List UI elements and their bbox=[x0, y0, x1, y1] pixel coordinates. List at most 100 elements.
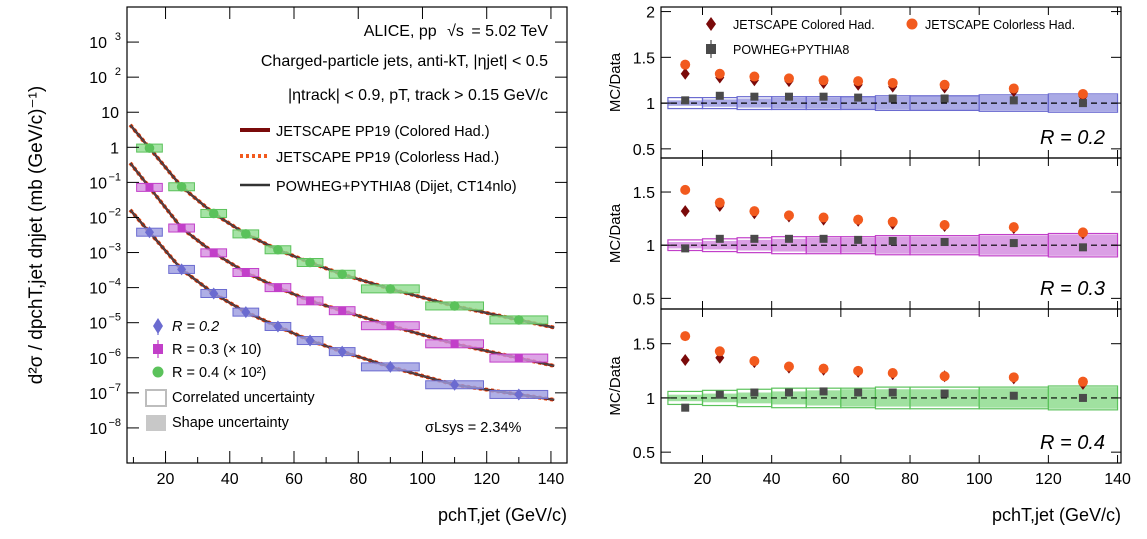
data-point-r03 bbox=[273, 283, 282, 292]
x-tick-label: 60 bbox=[285, 471, 303, 488]
ratio-x-label: pchT,jet (GeV/c) bbox=[992, 505, 1121, 525]
x-tick-label: 40 bbox=[221, 471, 239, 488]
ratio-x-tick-label: 120 bbox=[1035, 471, 1062, 488]
legend-label-correlated: Correlated uncertainty bbox=[172, 390, 315, 406]
ratio-point-powheg bbox=[819, 387, 828, 396]
ratio-y-tick-label: 1.5 bbox=[633, 337, 655, 354]
data-point-r03 bbox=[450, 339, 459, 348]
ratio-point-powheg bbox=[819, 92, 828, 101]
y-tick-label: 10 bbox=[89, 386, 107, 403]
legend-label-r03: R = 0.3 (× 10) bbox=[172, 342, 261, 358]
ratio-point-powheg bbox=[854, 388, 863, 397]
legend-marker-r04 bbox=[152, 366, 164, 378]
ratio-legend-marker-colorless bbox=[906, 18, 918, 30]
ratio-subplot-r04: 0.5 1 1.5 MC/Data R = 0.4 bbox=[607, 308, 1122, 464]
ratio-point-powheg bbox=[750, 92, 759, 101]
sigma-sys-text: σLsys = 2.34% bbox=[425, 420, 522, 436]
ratio-legend-label-colorless: JETSCAPE Colorless Had. bbox=[925, 18, 1075, 32]
data-point-r03 bbox=[386, 321, 395, 330]
ratio-legend: JETSCAPE Colored Had. JETSCAPE Colorless… bbox=[706, 17, 1075, 58]
ratio-point-colorless bbox=[853, 214, 864, 225]
y-tick-exponent: −7 bbox=[108, 382, 121, 394]
ratio-y-label: MC/Data bbox=[607, 203, 624, 263]
ratio-point-colorless bbox=[818, 75, 829, 86]
data-point-r04 bbox=[385, 284, 396, 294]
data-point-r02 bbox=[209, 287, 219, 300]
y-tick-exponent: −5 bbox=[108, 312, 121, 324]
ratio-point-colorless bbox=[783, 210, 794, 221]
ratio-r-label: R = 0.4 bbox=[1040, 432, 1105, 454]
y-tick-exponent: −6 bbox=[108, 347, 121, 359]
data-point-r02 bbox=[177, 263, 187, 276]
ratio-point-colorless bbox=[714, 197, 725, 208]
y-tick-exponent: −4 bbox=[108, 277, 121, 289]
spectrum-y-label: d²σ / dpchT,jet dηjet (mb (GeV/c)⁻¹) bbox=[26, 86, 47, 384]
ratio-point-colorless bbox=[680, 59, 691, 70]
data-point-r03 bbox=[145, 183, 154, 192]
ratio-point-colorless bbox=[1008, 372, 1019, 383]
legend-label-r02: R = 0.2 bbox=[172, 319, 219, 335]
ratio-point-colorless bbox=[853, 76, 864, 87]
y-tick-exponent: −1 bbox=[108, 171, 121, 183]
ratio-point-colorless bbox=[1008, 222, 1019, 233]
ratio-x-tick-label: 20 bbox=[694, 471, 712, 488]
data-point-r03 bbox=[338, 306, 347, 315]
data-point-r02 bbox=[450, 378, 460, 391]
ratio-point-powheg bbox=[1078, 393, 1087, 402]
ratio-y-tick-label: 1 bbox=[646, 238, 655, 255]
ratio-point-powheg bbox=[854, 235, 863, 244]
data-point-r03 bbox=[514, 354, 523, 363]
ratio-x-tick-label: 60 bbox=[832, 471, 850, 488]
legend-label-colorless: JETSCAPE PP19 (Colorless Had.) bbox=[276, 150, 499, 166]
ratio-point-colorless bbox=[887, 216, 898, 227]
y-tick-label: 10 bbox=[89, 281, 107, 298]
y-tick-label: 1 bbox=[110, 140, 119, 157]
energy-label: = 5.02 TeV bbox=[471, 23, 548, 40]
legend-correlated-box bbox=[145, 389, 167, 407]
ratio-point-powheg bbox=[681, 403, 690, 412]
ratio-y-tick-label: 0.5 bbox=[633, 142, 655, 159]
ratio-point-powheg bbox=[715, 234, 724, 243]
ratio-point-powheg bbox=[1078, 243, 1087, 252]
y-tick-label: 10 bbox=[89, 351, 107, 368]
shape-unc-box bbox=[702, 240, 738, 250]
ratio-x-tick-label: 80 bbox=[901, 471, 919, 488]
ratio-point-colorless bbox=[1077, 88, 1088, 99]
y-tick-label: 10 bbox=[89, 316, 107, 333]
header-line-3: |ηtrack| < 0.9, pT, track > 0.15 GeV/c bbox=[288, 87, 548, 104]
ratio-point-colorless bbox=[783, 361, 794, 372]
ratio-point-powheg bbox=[750, 388, 759, 397]
ratio-point-colored bbox=[680, 67, 690, 80]
spectrum-x-axis: 20 40 60 80 100 120 140 bbox=[132, 7, 564, 488]
sigma-sys-label: σLsys = 2.34% bbox=[425, 420, 522, 436]
data-point-r04 bbox=[273, 244, 283, 255]
ratio-point-colorless bbox=[887, 77, 898, 88]
ratio-point-powheg bbox=[888, 94, 897, 103]
y-tick-label: 10 bbox=[89, 246, 107, 263]
ratio-subplot-r03: 0.5 1 1.5 MC/Data R = 0.3 bbox=[607, 157, 1122, 310]
ratio-point-colorless bbox=[749, 356, 760, 367]
ratio-point-powheg bbox=[1009, 239, 1018, 248]
ratio-legend-label-powheg: POWHEG+PYTHIA8 bbox=[733, 43, 849, 57]
data-point-r02 bbox=[337, 345, 347, 358]
ratio-legend-label-colored: JETSCAPE Colored Had. bbox=[733, 18, 875, 32]
legend-label-powheg: POWHEG+PYTHIA8 (Dijet, CT14nlo) bbox=[276, 179, 517, 195]
spectrum-panel: 20 40 60 80 100 120 140 10−810−710−610−510−410… bbox=[26, 6, 568, 525]
ratio-point-colorless bbox=[939, 79, 950, 90]
experiment-label: ALICE, pp bbox=[364, 23, 437, 40]
shape-unc-box bbox=[771, 97, 807, 109]
ratio-y-tick-label: 2 bbox=[646, 5, 655, 22]
legend-label-colored: JETSCAPE PP19 (Colored Had.) bbox=[276, 124, 490, 140]
ratio-point-colorless bbox=[783, 73, 794, 84]
shape-unc-box bbox=[702, 99, 738, 107]
ratio-point-powheg bbox=[888, 236, 897, 245]
data-point-r04 bbox=[305, 257, 315, 268]
data-point-r04 bbox=[514, 315, 524, 325]
ratio-y-tick-label: 0.5 bbox=[633, 445, 655, 462]
ratio-y-tick-label: 1.5 bbox=[633, 50, 655, 67]
ratio-point-colorless bbox=[1077, 227, 1088, 238]
ratio-point-powheg bbox=[940, 238, 949, 247]
model-legend: JETSCAPE PP19 (Colored Had.) JETSCAPE PP… bbox=[240, 124, 517, 195]
y-tick-label: 10 bbox=[101, 105, 119, 122]
